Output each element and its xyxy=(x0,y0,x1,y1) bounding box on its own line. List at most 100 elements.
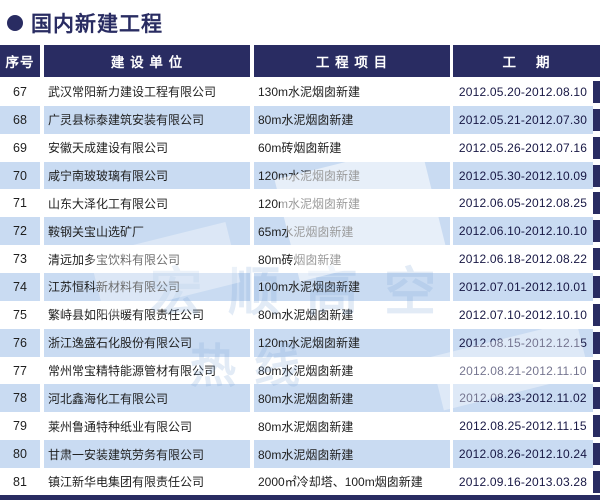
table-row: 72 鞍钢关宝山选矿厂 65m水泥烟囱新建 2012.06.10-2012.10… xyxy=(0,217,600,246)
col-header-project: 工 程 项 目 xyxy=(254,45,450,77)
cell-period: 2012.08.15-2012.12.15 xyxy=(453,328,593,357)
cell-project: 120m水泥烟囱新建 xyxy=(254,161,450,190)
cell-period: 2012.05.30-2012.10.09 xyxy=(453,161,593,190)
table-row: 75 繁峙县如阳供暖有限责任公司 80m水泥烟囱新建 2012.07.10-20… xyxy=(0,301,600,329)
cell-serial: 73 xyxy=(13,252,27,267)
table-row: 69 安徽天成建设有限公司 60m砖烟囱新建 2012.05.26-2012.0… xyxy=(0,134,600,162)
cell-company: 河北鑫海化工有限公司 xyxy=(44,384,250,413)
cell-period: 2012.06.05-2012.08.25 xyxy=(458,196,588,211)
table-row: 67 武汉常阳新力建设工程有限公司 130m水泥烟囱新建 2012.05.20-… xyxy=(0,78,600,106)
cell-company: 清远加多宝饮料有限公司 xyxy=(48,252,181,267)
cell-period: 2012.06.10-2012.10.10 xyxy=(453,217,593,246)
cell-serial: 76 xyxy=(0,328,40,357)
cell-project: 80m水泥烟囱新建 xyxy=(254,384,450,413)
table-row: 78 河北鑫海化工有限公司 80m水泥烟囱新建 2012.08.23-2012.… xyxy=(0,384,600,413)
row-end-mark xyxy=(593,80,600,103)
cell-serial: 67 xyxy=(13,84,27,99)
cell-project: 80m水泥烟囱新建 xyxy=(258,308,354,323)
row-end-mark xyxy=(593,470,600,493)
cell-serial: 71 xyxy=(13,196,27,211)
cell-company: 莱州鲁通特种纸业有限公司 xyxy=(48,419,193,434)
table-row: 71 山东大泽化工有限公司 120m水泥烟囱新建 2012.06.05-2012… xyxy=(0,189,600,217)
cell-project: 100m水泥烟囱新建 xyxy=(254,273,450,301)
cell-project: 120m水泥烟囱新建 xyxy=(258,196,361,211)
row-end-mark xyxy=(593,164,600,187)
table-row: 79 莱州鲁通特种纸业有限公司 80m水泥烟囱新建 2012.08.25-201… xyxy=(0,412,600,440)
row-end-mark xyxy=(593,331,600,354)
row-end-mark xyxy=(593,443,600,466)
row-end-mark xyxy=(593,359,600,382)
cell-project: 60m砖烟囱新建 xyxy=(258,141,342,156)
cell-company: 镇江新华电集团有限责任公司 xyxy=(48,475,205,490)
cell-period: 2012.05.20-2012.08.10 xyxy=(458,84,588,99)
cell-serial: 75 xyxy=(13,307,27,322)
page-title: 国内新建工程 xyxy=(31,13,163,36)
table-row: 80 甘肃一安装建筑劳务有限公司 80m水泥烟囱新建 2012.08.26-20… xyxy=(0,440,600,469)
cell-serial: 74 xyxy=(0,273,40,301)
table-header-row: 序号 建 设 单 位 工 程 项 目 工 期 xyxy=(0,45,600,77)
cell-company: 咸宁南玻玻璃有限公司 xyxy=(44,161,250,190)
cell-project: 80m水泥烟囱新建 xyxy=(258,364,354,379)
cell-company: 安徽天成建设有限公司 xyxy=(48,141,169,156)
bullet-icon xyxy=(7,15,23,31)
cell-project: 120m水泥烟囱新建 xyxy=(254,328,450,357)
cell-period: 2012.05.26-2012.07.16 xyxy=(458,140,588,155)
cell-serial: 69 xyxy=(13,140,27,155)
bottom-bar xyxy=(0,495,600,500)
cell-serial: 77 xyxy=(13,363,27,378)
cell-project: 80m水泥烟囱新建 xyxy=(254,105,450,134)
cell-period: 2012.08.25-2012.11.15 xyxy=(459,419,587,434)
cell-period: 2012.05.21-2012.07.30 xyxy=(453,105,593,134)
cell-period: 2012.08.26-2012.10.24 xyxy=(453,440,593,469)
cell-period: 2012.08.21-2012.11.10 xyxy=(459,363,587,378)
table-body: 67 武汉常阳新力建设工程有限公司 130m水泥烟囱新建 2012.05.20-… xyxy=(0,78,600,496)
cell-serial: 79 xyxy=(13,419,27,434)
cell-period: 2012.06.18-2012.08.22 xyxy=(458,252,588,267)
table-row: 70 咸宁南玻玻璃有限公司 120m水泥烟囱新建 2012.05.30-2012… xyxy=(0,161,600,190)
col-header-serial: 序号 xyxy=(0,45,40,77)
cell-project: 80m砖烟囱新建 xyxy=(258,252,342,267)
cell-company: 武汉常阳新力建设工程有限公司 xyxy=(48,85,217,100)
row-end-mark xyxy=(593,108,600,131)
cell-serial: 81 xyxy=(13,474,27,489)
table-row: 74 江苏恒科新材料有限公司 100m水泥烟囱新建 2012.07.01-201… xyxy=(0,273,600,301)
cell-company: 山东大泽化工有限公司 xyxy=(48,196,169,211)
cell-period: 2012.07.10-2012.10.10 xyxy=(458,307,588,322)
cell-project: 65m水泥烟囱新建 xyxy=(254,217,450,246)
row-end-mark xyxy=(593,136,600,159)
cell-serial: 78 xyxy=(0,384,40,413)
col-header-company: 建 设 单 位 xyxy=(44,45,250,77)
cell-serial: 70 xyxy=(0,161,40,190)
table-row: 68 广灵县标泰建筑安装有限公司 80m水泥烟囱新建 2012.05.21-20… xyxy=(0,105,600,134)
row-end-mark xyxy=(593,248,600,271)
table-row: 77 常州常宝精特能源管材有限公司 80m水泥烟囱新建 2012.08.21-2… xyxy=(0,357,600,385)
row-end-mark xyxy=(593,220,600,243)
cell-company: 江苏恒科新材料有限公司 xyxy=(44,273,250,301)
section-header: 国内新建工程 xyxy=(7,8,163,38)
cell-company: 甘肃一安装建筑劳务有限公司 xyxy=(44,440,250,469)
col-header-period: 工 期 xyxy=(453,45,600,77)
cell-company: 鞍钢关宝山选矿厂 xyxy=(44,217,250,246)
row-end-mark xyxy=(593,415,600,438)
cell-company: 广灵县标泰建筑安装有限公司 xyxy=(44,105,250,134)
row-end-mark xyxy=(593,192,600,215)
row-end-mark xyxy=(593,275,600,298)
row-end-mark xyxy=(593,303,600,326)
cell-project: 80m水泥烟囱新建 xyxy=(254,440,450,469)
cell-period: 2012.09.16-2013.03.28 xyxy=(458,474,588,489)
cell-period: 2012.08.23-2012.11.02 xyxy=(453,384,593,413)
cell-project: 2000㎡冷却塔、100m烟囱新建 xyxy=(258,475,423,490)
cell-company: 繁峙县如阳供暖有限责任公司 xyxy=(48,308,205,323)
cell-company: 常州常宝精特能源管材有限公司 xyxy=(48,364,217,379)
table-row: 81 镇江新华电集团有限责任公司 2000㎡冷却塔、100m烟囱新建 2012.… xyxy=(0,468,600,496)
cell-serial: 80 xyxy=(0,440,40,469)
table-row: 76 浙江逸盛石化股份有限公司 120m水泥烟囱新建 2012.08.15-20… xyxy=(0,328,600,357)
cell-period: 2012.07.01-2012.10.01 xyxy=(453,273,593,301)
cell-serial: 68 xyxy=(0,105,40,134)
row-end-mark xyxy=(593,387,600,410)
cell-serial: 72 xyxy=(0,217,40,246)
cell-project: 130m水泥烟囱新建 xyxy=(258,85,361,100)
cell-project: 80m水泥烟囱新建 xyxy=(258,419,354,434)
cell-company: 浙江逸盛石化股份有限公司 xyxy=(44,328,250,357)
